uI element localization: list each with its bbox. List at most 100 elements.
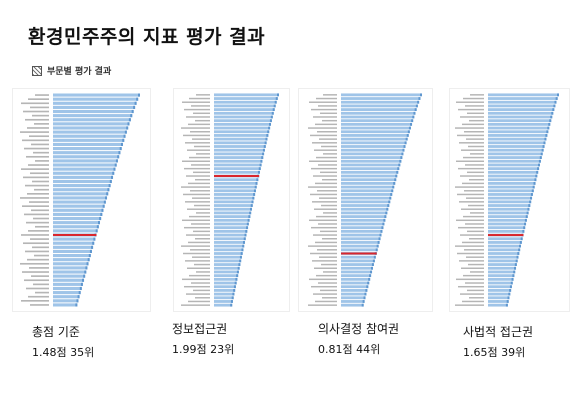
row-label-stub bbox=[186, 234, 210, 236]
row-label-stub bbox=[308, 304, 337, 306]
row-label-stub bbox=[194, 263, 210, 266]
row-label-stub bbox=[461, 149, 484, 151]
row-label-stub bbox=[467, 171, 484, 174]
row-label-stub bbox=[470, 153, 484, 155]
row-label-stub bbox=[319, 256, 337, 258]
row-label-stub bbox=[457, 193, 484, 196]
ranking-bar-edge bbox=[138, 93, 140, 97]
ranking-bar bbox=[53, 122, 130, 126]
ranking-bar-edge bbox=[512, 274, 515, 278]
row-label-stub bbox=[461, 267, 484, 269]
ranking-bar-edge bbox=[405, 137, 408, 141]
row-label-stub bbox=[186, 293, 210, 295]
ranking-bar-edge bbox=[126, 126, 129, 130]
ranking-bar-edge bbox=[390, 193, 393, 196]
ranking-bar bbox=[214, 100, 277, 104]
ranking-bar-edge bbox=[85, 266, 88, 270]
row-label-stub bbox=[309, 101, 337, 103]
ranking-bar bbox=[341, 137, 408, 141]
ranking-bar-edge bbox=[269, 122, 272, 126]
ranking-bar bbox=[53, 101, 137, 105]
row-label-stub bbox=[467, 289, 484, 292]
ranking-bar-edge bbox=[510, 281, 513, 285]
ranking-bar-edge bbox=[552, 108, 555, 112]
ranking-bar-edge bbox=[236, 274, 239, 278]
highlight-rank-marker bbox=[488, 234, 524, 237]
row-label-stub bbox=[32, 246, 49, 249]
row-label-stub bbox=[20, 197, 49, 199]
ranking-bar bbox=[53, 196, 108, 200]
ranking-bar-edge bbox=[82, 278, 85, 282]
ranking-bar-edge bbox=[399, 159, 402, 163]
ranking-bar-edge bbox=[386, 207, 389, 211]
ranking-bar-edge bbox=[539, 156, 542, 159]
row-label-stub bbox=[314, 149, 337, 151]
ranking-bar bbox=[53, 97, 139, 101]
ranking-bar-edge bbox=[526, 211, 529, 215]
ranking-bar-edge bbox=[397, 167, 400, 171]
ranking-bar bbox=[53, 188, 110, 192]
ranking-bar-edge bbox=[84, 270, 87, 274]
row-label-stub bbox=[195, 297, 210, 299]
ranking-bar bbox=[53, 258, 90, 262]
ranking-bar bbox=[214, 134, 269, 137]
ranking-bar-edge bbox=[89, 249, 92, 254]
row-label-stub bbox=[27, 258, 49, 261]
ranking-bar-edge bbox=[238, 263, 241, 266]
ranking-bar bbox=[214, 248, 244, 252]
ranking-bar bbox=[488, 174, 538, 178]
ranking-bar bbox=[214, 222, 249, 226]
row-label-stub bbox=[35, 291, 49, 294]
ranking-bar bbox=[53, 105, 136, 109]
ranking-bar bbox=[214, 292, 235, 296]
ranking-bar bbox=[488, 119, 552, 123]
row-label-stub bbox=[189, 156, 210, 159]
row-label-stub bbox=[323, 94, 337, 96]
row-label-stub bbox=[26, 287, 49, 290]
ranking-bar bbox=[341, 130, 410, 134]
ranking-bar bbox=[53, 155, 120, 159]
ranking-bar bbox=[214, 241, 245, 244]
row-label-stub bbox=[469, 178, 484, 181]
row-label-stub bbox=[458, 285, 484, 288]
ranking-bar-edge bbox=[123, 134, 126, 138]
ranking-bar bbox=[214, 141, 267, 145]
ranking-bar bbox=[488, 181, 536, 185]
ranking-bar-edge bbox=[514, 266, 517, 270]
ranking-bar-edge bbox=[372, 259, 375, 263]
ranking-bar bbox=[53, 159, 118, 163]
ranking-bar-edge bbox=[266, 134, 269, 137]
ranking-bar bbox=[488, 141, 546, 145]
row-label-stub bbox=[20, 262, 49, 265]
row-label-stub bbox=[182, 160, 210, 162]
ranking-bar bbox=[341, 167, 400, 171]
caption-justice-label: 사법적 접근권 bbox=[463, 325, 534, 339]
ranking-bar-edge bbox=[107, 188, 110, 192]
ranking-bar bbox=[214, 115, 273, 119]
row-label-stub bbox=[193, 112, 210, 115]
row-label-stub bbox=[465, 105, 484, 107]
caption-information: 정보접근권 1.99점 23위 bbox=[172, 320, 234, 357]
ranking-bar bbox=[341, 259, 375, 263]
ranking-bar-edge bbox=[420, 93, 422, 97]
ranking-bar-edge bbox=[394, 178, 397, 182]
ranking-bar bbox=[214, 148, 265, 152]
ranking-bar-edge bbox=[388, 200, 391, 204]
ranking-bar bbox=[488, 178, 537, 182]
ranking-bar-edge bbox=[392, 185, 395, 189]
row-label-stub bbox=[470, 212, 484, 214]
row-label-stub bbox=[456, 160, 484, 162]
ranking-bar bbox=[488, 296, 510, 300]
highlight-rank-marker bbox=[53, 233, 97, 236]
ranking-bar-edge bbox=[379, 233, 382, 237]
row-label-stub bbox=[463, 274, 484, 277]
row-label-stub bbox=[318, 223, 337, 225]
ranking-bar-edge bbox=[370, 266, 373, 270]
ranking-bar bbox=[488, 122, 551, 126]
ranking-bar-edge bbox=[548, 122, 551, 126]
ranking-bar-edge bbox=[530, 196, 533, 200]
ranking-bar bbox=[341, 134, 409, 137]
row-label-stub bbox=[457, 252, 484, 255]
ranking-bar-edge bbox=[251, 200, 254, 204]
ranking-bar bbox=[488, 263, 517, 266]
